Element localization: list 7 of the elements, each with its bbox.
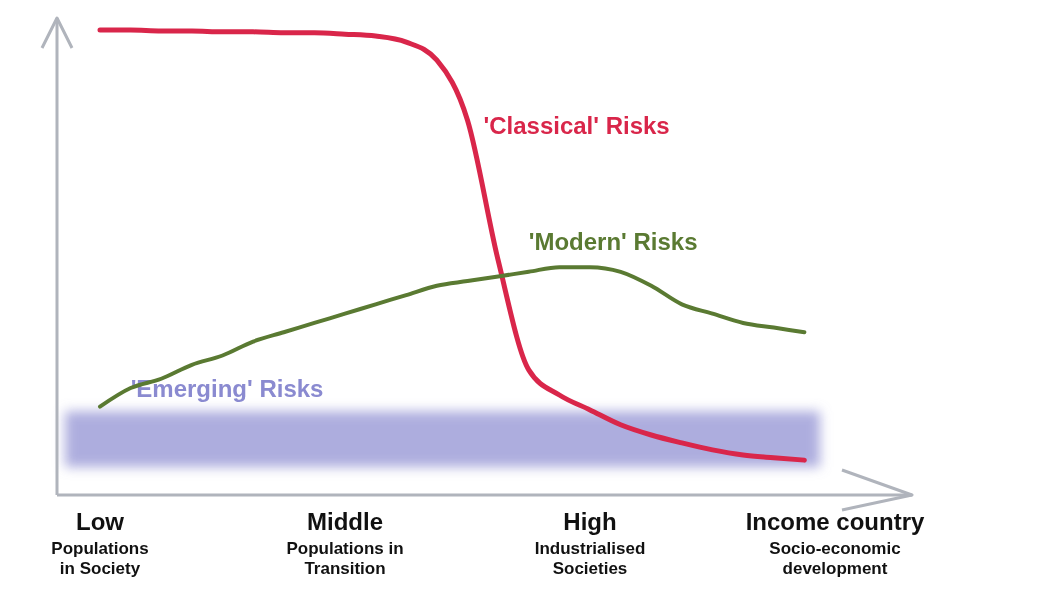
- x-tick-label: High Industrialised Societies: [534, 508, 646, 578]
- series-label: 'Classical' Risks: [483, 112, 670, 140]
- x-tick-label: Low Populations in Society: [51, 508, 149, 578]
- x-tick-label: Income country Socio-economic development: [745, 508, 925, 578]
- series-label: 'Modern' Risks: [528, 227, 698, 255]
- x-tick-label: Middle Populations in Transition: [286, 508, 404, 578]
- band-label: 'Emerging' Risks: [130, 375, 324, 403]
